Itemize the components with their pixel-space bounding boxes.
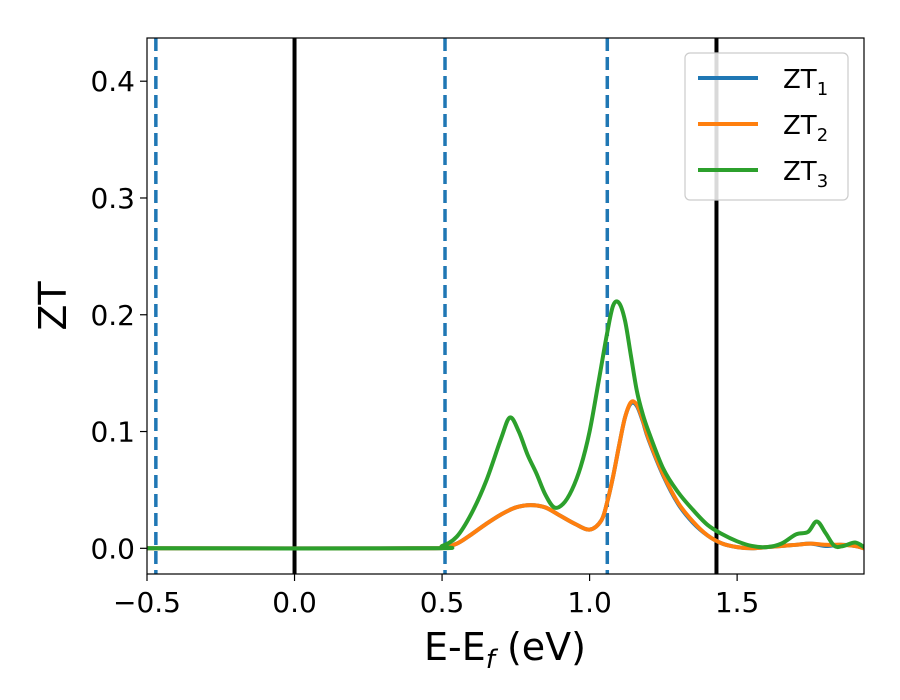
series-line-zt3 (147, 299, 864, 551)
legend-label-zt1: ZT1 (783, 65, 828, 100)
legend-label-zt3: ZT3 (783, 157, 828, 192)
x-axis-title-main: E-E (424, 625, 486, 669)
x-tick-label: 1.0 (567, 586, 612, 619)
y-tick-label: 0.1 (90, 416, 135, 449)
y-tick-label: 0.2 (90, 299, 135, 332)
plot-frame (146, 37, 865, 575)
x-axis-title-unit: (eV) (495, 625, 586, 669)
legend-box (684, 52, 849, 201)
y-tick-label: 0.4 (90, 65, 135, 98)
y-axis-title: ZT (31, 281, 75, 331)
y-tick-label: 0.3 (90, 182, 135, 215)
x-tick-label: −0.5 (113, 586, 181, 619)
y-tick-label: 0.0 (90, 532, 135, 565)
x-tick-label: 0.0 (272, 586, 317, 619)
legend: ZT1 ZT2 ZT3 (684, 52, 849, 201)
x-tick-label: 0.5 (420, 586, 465, 619)
legend-label-zt2: ZT2 (783, 111, 828, 146)
x-tick-label: 1.5 (715, 586, 760, 619)
x-axis-title: E-Ef (eV) (424, 625, 586, 675)
